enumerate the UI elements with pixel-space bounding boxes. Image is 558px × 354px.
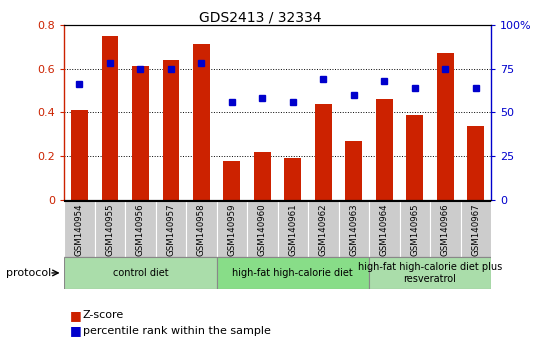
Bar xyxy=(460,201,491,257)
Bar xyxy=(339,201,369,257)
Bar xyxy=(369,201,400,257)
Bar xyxy=(64,257,217,289)
Text: GSM140963: GSM140963 xyxy=(349,204,358,256)
Text: GSM140960: GSM140960 xyxy=(258,204,267,256)
Bar xyxy=(369,257,491,289)
Bar xyxy=(468,126,484,200)
Text: high-fat high-calorie diet plus
resveratrol: high-fat high-calorie diet plus resverat… xyxy=(358,262,502,284)
Bar xyxy=(224,161,240,200)
Text: GSM140958: GSM140958 xyxy=(197,204,206,256)
Bar xyxy=(125,201,156,257)
Text: GSM140957: GSM140957 xyxy=(166,204,175,256)
Bar xyxy=(217,201,247,257)
Bar xyxy=(437,53,454,200)
Bar xyxy=(406,115,423,200)
Text: protocol: protocol xyxy=(6,268,51,278)
Bar xyxy=(254,152,271,200)
Bar xyxy=(64,201,95,257)
Text: GSM140967: GSM140967 xyxy=(472,204,480,256)
Bar xyxy=(345,141,362,200)
Bar xyxy=(162,60,179,200)
Bar xyxy=(132,67,149,200)
Text: GSM140959: GSM140959 xyxy=(227,204,237,256)
Text: GSM140961: GSM140961 xyxy=(288,204,297,256)
Text: GSM140954: GSM140954 xyxy=(75,204,84,256)
Text: GSM140964: GSM140964 xyxy=(380,204,389,256)
Bar xyxy=(193,45,210,200)
Bar xyxy=(247,201,277,257)
Text: high-fat high-calorie diet: high-fat high-calorie diet xyxy=(233,268,353,278)
Bar xyxy=(156,201,186,257)
Bar xyxy=(285,158,301,200)
Bar xyxy=(278,201,308,257)
Text: GSM140962: GSM140962 xyxy=(319,204,328,256)
Text: GSM140965: GSM140965 xyxy=(410,204,419,256)
Text: GSM140966: GSM140966 xyxy=(441,204,450,256)
Bar xyxy=(308,201,339,257)
Bar xyxy=(217,257,369,289)
Text: percentile rank within the sample: percentile rank within the sample xyxy=(83,326,271,336)
Bar xyxy=(315,104,331,200)
Bar xyxy=(95,201,125,257)
Bar xyxy=(71,110,88,200)
Bar xyxy=(430,201,460,257)
Text: control diet: control diet xyxy=(113,268,168,278)
Bar xyxy=(102,36,118,200)
Text: GDS2413 / 32334: GDS2413 / 32334 xyxy=(199,11,322,25)
Text: GSM140955: GSM140955 xyxy=(105,204,114,256)
Text: GSM140956: GSM140956 xyxy=(136,204,145,256)
Bar xyxy=(400,201,430,257)
Text: ■: ■ xyxy=(70,325,81,337)
Text: ■: ■ xyxy=(70,309,81,321)
Bar xyxy=(186,201,217,257)
Text: Z-score: Z-score xyxy=(83,310,124,320)
Bar xyxy=(376,99,393,200)
